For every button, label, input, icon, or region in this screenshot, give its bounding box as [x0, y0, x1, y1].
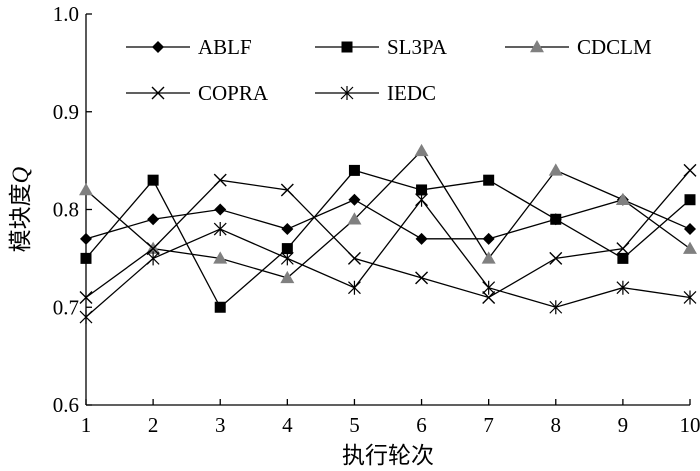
y-tick-label: 0.6 — [53, 393, 79, 417]
x-axis-title: 执行轮次 — [342, 443, 434, 468]
series-line — [85, 198, 691, 240]
series-line — [85, 169, 691, 309]
data-point-marker — [415, 271, 429, 285]
data-point-marker — [415, 232, 428, 245]
data-point-marker — [348, 193, 361, 206]
x-tick-label: 4 — [282, 413, 293, 437]
data-point-marker — [615, 192, 630, 205]
data-point-marker — [482, 290, 496, 304]
legend-label: ABLF — [198, 35, 252, 59]
data-point-marker — [416, 184, 428, 196]
data-point-marker — [482, 232, 495, 245]
data-point-marker — [213, 222, 227, 237]
data-point-marker — [550, 213, 562, 225]
y-axis-title-variable: Q — [8, 166, 33, 183]
series-cdclm — [79, 143, 697, 284]
data-point-marker — [616, 280, 630, 295]
data-point-marker — [152, 41, 164, 53]
data-point-marker — [683, 241, 697, 254]
data-point-marker — [348, 164, 360, 176]
legend-label: IEDC — [387, 81, 436, 105]
legend-item-cdclm: CDCLM — [505, 35, 652, 59]
y-tick-label: 1.0 — [53, 2, 79, 26]
x-tick-label: 8 — [551, 413, 562, 437]
series-sl3pa — [80, 164, 696, 313]
x-tick-label: 10 — [680, 413, 700, 437]
series-ablf — [80, 193, 696, 245]
legend-item-copra: COPRA — [126, 81, 269, 105]
data-point-marker — [214, 203, 227, 216]
data-point-marker — [147, 213, 160, 226]
y-axis-title-text: 模块度 — [8, 183, 33, 252]
data-point-marker — [280, 270, 295, 284]
data-point-marker — [146, 251, 160, 266]
data-point-marker — [684, 223, 696, 236]
data-point-marker — [80, 252, 92, 264]
y-tick-label: 0.8 — [53, 198, 79, 222]
data-point-marker — [415, 192, 428, 207]
data-point-marker — [214, 301, 226, 313]
y-axis-ticks: 0.6 0.7 0.8 0.9 1.0 — [53, 2, 92, 417]
legend-label: SL3PA — [387, 35, 448, 59]
data-point-marker — [79, 182, 93, 196]
data-point-marker — [483, 174, 495, 186]
data-point-marker — [347, 212, 362, 225]
x-tick-label: 6 — [416, 413, 427, 437]
x-tick-label: 2 — [148, 413, 159, 437]
data-point-marker — [281, 243, 293, 255]
data-point-marker — [146, 242, 160, 256]
data-point-marker — [414, 143, 429, 157]
data-point-marker — [80, 232, 92, 245]
data-point-marker — [683, 290, 697, 305]
data-point-marker — [213, 173, 227, 187]
data-point-marker — [79, 310, 93, 325]
series-line — [85, 149, 691, 279]
x-axis-ticks: 1 2 3 4 5 6 7 8 9 10 — [81, 399, 700, 437]
series-line — [85, 198, 691, 318]
data-point-marker — [617, 252, 629, 264]
data-point-marker — [280, 183, 294, 197]
series-line — [85, 169, 691, 299]
legend: ABLF SL3PA CDCLM COPRA IEDC — [126, 35, 652, 105]
y-axis-title: 模块度Q — [8, 166, 33, 252]
data-point-marker — [482, 280, 496, 295]
data-point-marker — [348, 280, 361, 295]
data-point-marker — [213, 251, 228, 264]
data-point-marker — [341, 41, 353, 53]
data-point-marker — [530, 40, 544, 53]
x-tick-label: 3 — [215, 413, 226, 437]
plot-area — [85, 14, 690, 406]
x-tick-label: 5 — [349, 413, 360, 437]
data-point-marker — [481, 251, 496, 264]
x-tick-label: 9 — [618, 413, 629, 437]
data-point-marker — [683, 163, 697, 177]
data-point-marker — [549, 251, 563, 265]
data-point-marker — [340, 86, 354, 100]
data-point-marker — [548, 163, 563, 176]
series-iedc — [79, 192, 697, 325]
data-point-marker — [281, 223, 294, 236]
legend-item-ablf: ABLF — [126, 35, 252, 59]
series-layer — [79, 143, 697, 325]
y-tick-label: 0.9 — [53, 100, 79, 124]
y-tick-label: 0.7 — [53, 295, 79, 319]
data-point-marker — [147, 174, 159, 186]
data-point-marker — [79, 290, 93, 304]
legend-label: CDCLM — [577, 35, 652, 59]
data-point-marker — [151, 86, 165, 100]
data-point-marker — [684, 194, 696, 206]
legend-item-iedc: IEDC — [315, 81, 436, 105]
x-tick-label: 7 — [483, 413, 494, 437]
x-tick-label: 1 — [81, 413, 92, 437]
legend-item-sl3pa: SL3PA — [315, 35, 448, 59]
data-point-marker — [616, 242, 630, 256]
series-copra — [79, 163, 697, 304]
data-point-marker — [549, 300, 563, 315]
data-point-marker — [280, 251, 294, 266]
legend-label: COPRA — [198, 81, 269, 105]
data-point-marker — [347, 251, 361, 265]
